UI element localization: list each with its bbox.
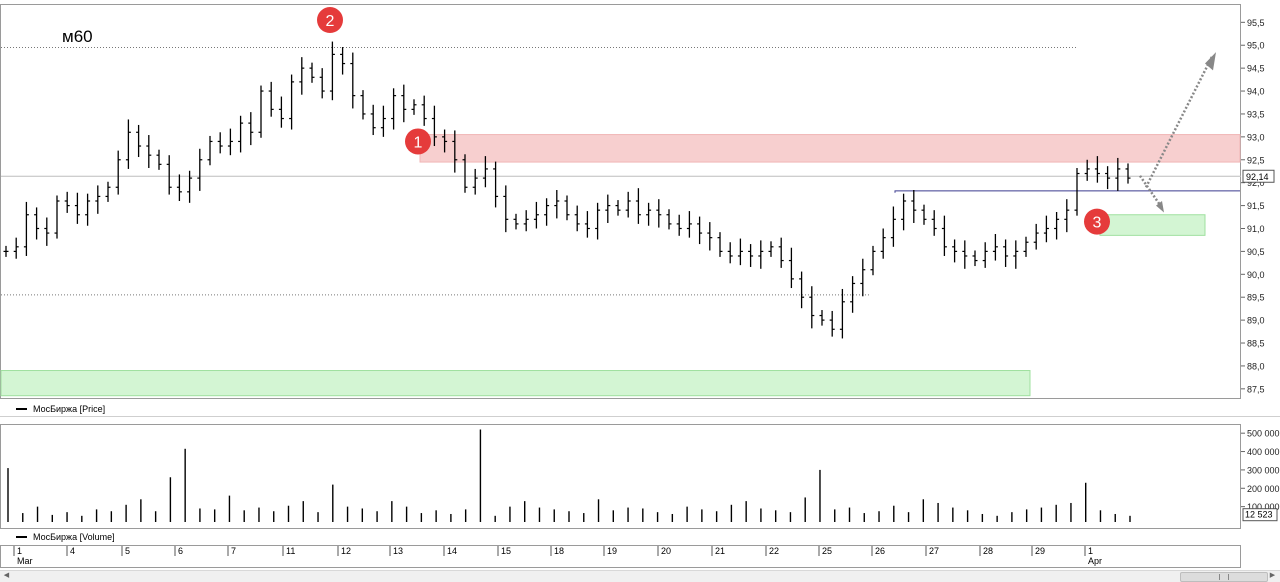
y-tick-label: 93,5 — [1247, 109, 1265, 119]
session-volume-box — [1242, 508, 1278, 522]
y-tick-label: 93,0 — [1247, 132, 1265, 142]
volume-panel-frame — [0, 424, 1241, 529]
x-tick-label: 19 — [607, 546, 617, 556]
support-zone-right — [1099, 214, 1206, 236]
volume-legend: МосБиржа [Volume] — [33, 532, 115, 542]
neckline — [894, 190, 1240, 193]
price-chart: 123м6087,588,088,589,089,590,090,591,091… — [0, 4, 1280, 568]
x-tick-label: 4 — [70, 546, 75, 556]
volume-tick-label: 300 000 — [1247, 465, 1280, 475]
price-legend: МосБиржа [Price] — [33, 404, 105, 414]
y-tick-label: 95,5 — [1247, 18, 1265, 28]
y-tick-label: 89,5 — [1247, 293, 1265, 303]
x-tick-label: 28 — [983, 546, 993, 556]
volume-tick-label: 500 000 — [1247, 429, 1280, 439]
x-tick-label: 18 — [554, 546, 564, 556]
volume-tick-label: 400 000 — [1247, 447, 1280, 457]
session-volume-label: 12 523 — [1245, 510, 1273, 520]
x-tick-label: 5 — [125, 546, 130, 556]
y-tick-label: 92,5 — [1247, 155, 1265, 165]
marker-circle — [1084, 208, 1110, 235]
y-tick-label: 88,0 — [1247, 361, 1265, 371]
x-tick-label: 12 — [341, 546, 351, 556]
marker-circle — [405, 128, 431, 155]
volume-tick-label: 100 000 — [1247, 502, 1280, 512]
x-tick-label: 14 — [447, 546, 457, 556]
x-tick-label: 13 — [393, 546, 403, 556]
time-scrollbar[interactable]: ◀ ▶ — [0, 570, 1280, 582]
y-tick-label: 90,0 — [1247, 270, 1265, 280]
x-tick-label: 21 — [715, 546, 725, 556]
y-tick-label: 95,0 — [1247, 41, 1265, 51]
resistance-zone — [419, 134, 1241, 163]
x-tick-label: 26 — [875, 546, 885, 556]
volume-tick-label: 200 000 — [1247, 484, 1280, 494]
projection-arrow-up — [1144, 56, 1214, 188]
arrowhead-up-icon — [1205, 52, 1216, 71]
y-tick-label: 91,5 — [1247, 201, 1265, 211]
month-label: Mar — [17, 556, 33, 566]
marker-circle — [317, 7, 343, 34]
y-tick-label: 92,0 — [1247, 178, 1265, 188]
y-tick-label: 91,0 — [1247, 224, 1265, 234]
projection-arrow-down — [1138, 175, 1164, 209]
time-axis-frame — [0, 545, 1241, 568]
scroll-right-icon[interactable]: ▶ — [1269, 572, 1276, 579]
y-tick-label: 94,0 — [1247, 87, 1265, 97]
x-tick-label: 1 — [1088, 546, 1093, 556]
support-zone-lower — [0, 370, 1031, 397]
x-tick-label: 25 — [822, 546, 832, 556]
x-tick-label: 27 — [929, 546, 939, 556]
x-tick-label: 22 — [769, 546, 779, 556]
x-tick-label: 20 — [661, 546, 671, 556]
x-tick-label: 15 — [501, 546, 511, 556]
marker-label: 2 — [326, 13, 335, 30]
y-tick-label: 94,5 — [1247, 64, 1265, 74]
last-price-box — [1242, 169, 1275, 183]
x-tick-label: 1 — [17, 546, 22, 556]
x-tick-label: 11 — [286, 546, 295, 556]
timeframe-label: м60 — [62, 27, 93, 46]
x-tick-label: 6 — [178, 546, 183, 556]
x-tick-label: 29 — [1035, 546, 1045, 556]
y-tick-label: 88,5 — [1247, 339, 1265, 349]
arrowhead-down-icon — [1156, 201, 1164, 213]
marker-label: 3 — [1093, 215, 1102, 232]
y-tick-label: 89,0 — [1247, 316, 1265, 326]
y-tick-label: 87,5 — [1247, 384, 1265, 394]
y-tick-label: 90,5 — [1247, 247, 1265, 257]
last-price-label: 92,14 — [1246, 172, 1269, 182]
month-label: Apr — [1088, 556, 1102, 566]
scroll-left-icon[interactable]: ◀ — [3, 572, 10, 579]
grip-icon — [1219, 574, 1229, 580]
price-panel-frame — [0, 4, 1241, 399]
x-tick-label: 7 — [231, 546, 236, 556]
marker-label: 1 — [414, 134, 423, 151]
